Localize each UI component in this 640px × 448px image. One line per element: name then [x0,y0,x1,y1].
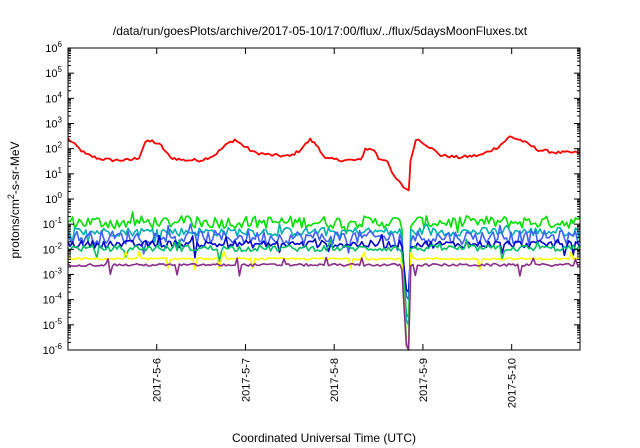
y-tick-label: 102 [45,141,62,156]
x-tick-label: 2017-5-10 [507,358,519,408]
y-tick-label: 10-5 [43,317,63,332]
series-line-3 [67,223,581,326]
y-axis-label-tail: -s-sr-MeV [8,141,22,194]
tick-group: 10-6 10-5 10-4 10-3 10-2 10-1 100 101 102 103 104 1… [43,40,580,408]
y-axis-label: protons/cm2-s-sr-MeV [6,141,22,258]
x-tick-label: 2017-5-6 [152,358,164,402]
y-tick-label: 10-1 [43,216,63,231]
y-tick-label: 100 [45,191,62,206]
series-group [67,135,581,351]
x-tick-label: 2017-5-9 [418,358,430,402]
y-tick-label: 10-2 [43,241,63,256]
y-axis-label-sup: 2 [6,194,16,199]
series-line-2 [67,211,581,351]
series-line-1 [67,135,581,192]
y-axis-label-main: protons/cm [8,199,22,258]
y-tick-label: 10-3 [43,267,63,282]
series-line-4 [67,223,581,301]
series-line-8 [67,256,581,351]
y-tick-label: 105 [45,65,62,80]
y-tick-label: 104 [45,90,62,105]
x-axis-label: Coordinated Universal Time (UTC) [232,431,416,445]
y-tick-label: 10-4 [43,292,63,307]
x-tick-label: 2017-5-7 [240,358,252,402]
y-tick-label: 106 [45,40,62,55]
y-tick-label: 101 [45,166,62,181]
y-tick-label: 10-6 [43,342,63,357]
series-line-7 [67,250,581,351]
y-tick-label: 103 [45,116,62,131]
chart-title: /data/run/goesPlots/archive/2017-05-10/1… [113,24,528,38]
x-tick-label: 2017-5-8 [329,358,341,402]
series-line-6 [67,238,581,319]
series-line-5 [67,233,581,293]
plot-frame [67,47,581,351]
